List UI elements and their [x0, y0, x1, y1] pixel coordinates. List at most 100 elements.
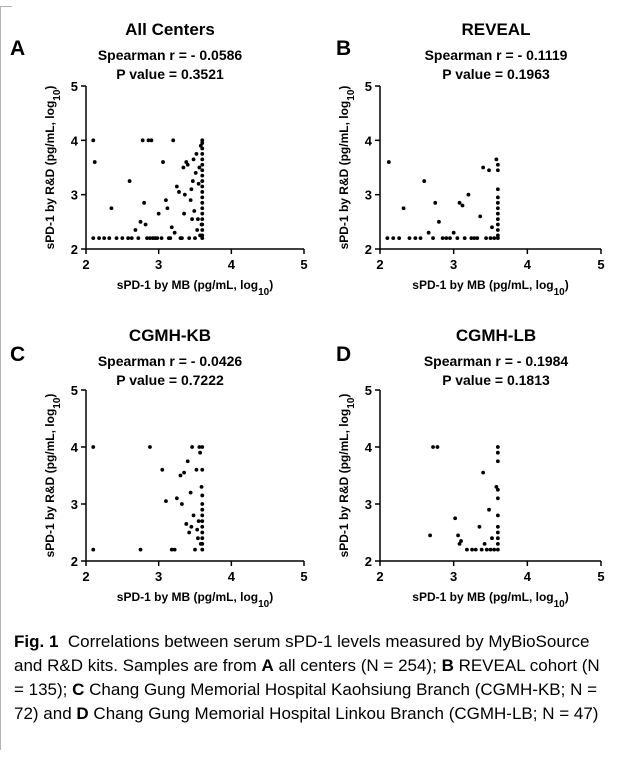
- x-tick-label: 5: [597, 569, 604, 584]
- data-point: [433, 200, 438, 205]
- x-axis-label: sPD-1 by MB (pg/mL, log10): [412, 590, 568, 610]
- data-point: [195, 228, 200, 232]
- panel-letter: A: [10, 37, 25, 60]
- y-tick-label: 5: [365, 79, 372, 94]
- figure-frame: A All Centers Spearman r = - 0.0586 P value…: [0, 6, 605, 750]
- data-point: [422, 179, 427, 183]
- data-point: [495, 187, 500, 192]
- data-point: [138, 547, 143, 552]
- data-point: [142, 200, 147, 205]
- data-point: [91, 547, 96, 552]
- y-axis-label: sPD-1 by R&D (pg/mL, log10): [337, 394, 357, 558]
- data-point: [164, 499, 168, 504]
- data-point: [200, 513, 205, 518]
- y-tick-label: 4: [365, 440, 373, 455]
- data-point: [196, 519, 201, 523]
- data-point: [495, 162, 500, 167]
- data-point: [397, 236, 402, 241]
- data-point: [488, 236, 493, 241]
- data-point: [448, 236, 452, 241]
- data-point: [495, 459, 500, 464]
- data-point: [165, 206, 170, 211]
- data-point: [145, 236, 149, 241]
- panel-letter: C: [10, 343, 25, 366]
- data-point: [484, 236, 488, 241]
- data-point: [200, 542, 205, 546]
- y-tick-label: 4: [71, 133, 79, 148]
- x-tick-label: 2: [376, 257, 383, 272]
- data-point: [102, 236, 107, 241]
- data-point: [136, 236, 141, 241]
- data-point: [193, 236, 197, 241]
- data-point: [460, 203, 465, 208]
- data-point: [184, 522, 189, 526]
- data-point: [194, 152, 199, 156]
- y-axis-label: sPD-1 by R&D (pg/mL, log10): [337, 86, 357, 250]
- panel-title: All Centers: [125, 20, 215, 39]
- data-point: [156, 211, 161, 216]
- scatter-panel-b: B REVEAL Spearman r = - 0.1119 P value = 0.…: [336, 20, 605, 298]
- y-tick-label: 2: [71, 554, 78, 569]
- data-point: [91, 236, 96, 241]
- data-point: [470, 547, 474, 552]
- data-point: [494, 157, 499, 162]
- data-point: [495, 236, 500, 241]
- data-point: [200, 157, 205, 162]
- data-point: [385, 236, 390, 241]
- data-point: [494, 485, 499, 489]
- data-point: [495, 513, 500, 518]
- scatter-panel-c: C CGMH-KB Spearman r = - 0.0426 P value = 0…: [10, 326, 308, 610]
- data-point: [133, 228, 138, 232]
- y-tick-label: 3: [365, 497, 372, 512]
- data-point: [200, 141, 205, 145]
- x-tick-label: 2: [82, 569, 89, 584]
- y-tick-label: 3: [71, 497, 78, 512]
- x-tick-label: 5: [300, 569, 307, 584]
- y-tick-label: 2: [365, 242, 372, 257]
- data-point: [182, 211, 187, 216]
- data-point: [495, 547, 500, 552]
- data-point: [200, 467, 205, 472]
- caption-text-c: Chang Gung Memorial Hospital Kaohsiung B…: [14, 680, 598, 723]
- data-point: [478, 214, 483, 219]
- data-point: [197, 445, 202, 449]
- data-point: [182, 192, 187, 197]
- data-point: [190, 179, 195, 183]
- data-point: [200, 152, 205, 156]
- data-point: [456, 533, 460, 538]
- data-point: [457, 200, 462, 205]
- data-point: [200, 200, 205, 205]
- y-axis-label: sPD-1 by R&D (pg/mL, log10): [43, 86, 63, 250]
- data-point: [457, 542, 462, 546]
- data-point: [120, 236, 125, 241]
- data-point: [196, 181, 201, 186]
- data-point: [200, 146, 205, 151]
- data-point: [168, 236, 173, 241]
- data-point: [200, 530, 205, 535]
- data-point: [481, 165, 486, 170]
- data-point: [200, 507, 205, 512]
- top-border-rule: [0, 6, 12, 7]
- data-point: [200, 184, 205, 189]
- data-point: [174, 496, 179, 501]
- x-tick-label: 5: [597, 257, 604, 272]
- data-point: [475, 236, 480, 241]
- data-point: [490, 225, 494, 230]
- data-point: [407, 236, 412, 241]
- data-point: [97, 236, 101, 241]
- data-point: [495, 496, 500, 501]
- y-tick-label: 4: [365, 133, 373, 148]
- spearman-annotation: Spearman r = - 0.1119: [425, 47, 568, 63]
- data-point: [143, 222, 148, 227]
- data-point: [200, 445, 205, 449]
- data-point: [492, 547, 497, 552]
- data-point: [391, 236, 396, 241]
- caption-text-a: all centers (N = 254);: [273, 656, 437, 675]
- data-point: [197, 165, 202, 170]
- x-tick-label: 4: [228, 257, 236, 272]
- caption-text-b: REVEAL cohort (N = 135);: [14, 656, 600, 699]
- data-point: [193, 547, 197, 552]
- data-point: [171, 138, 176, 143]
- data-point: [418, 236, 423, 241]
- data-point: [191, 513, 196, 518]
